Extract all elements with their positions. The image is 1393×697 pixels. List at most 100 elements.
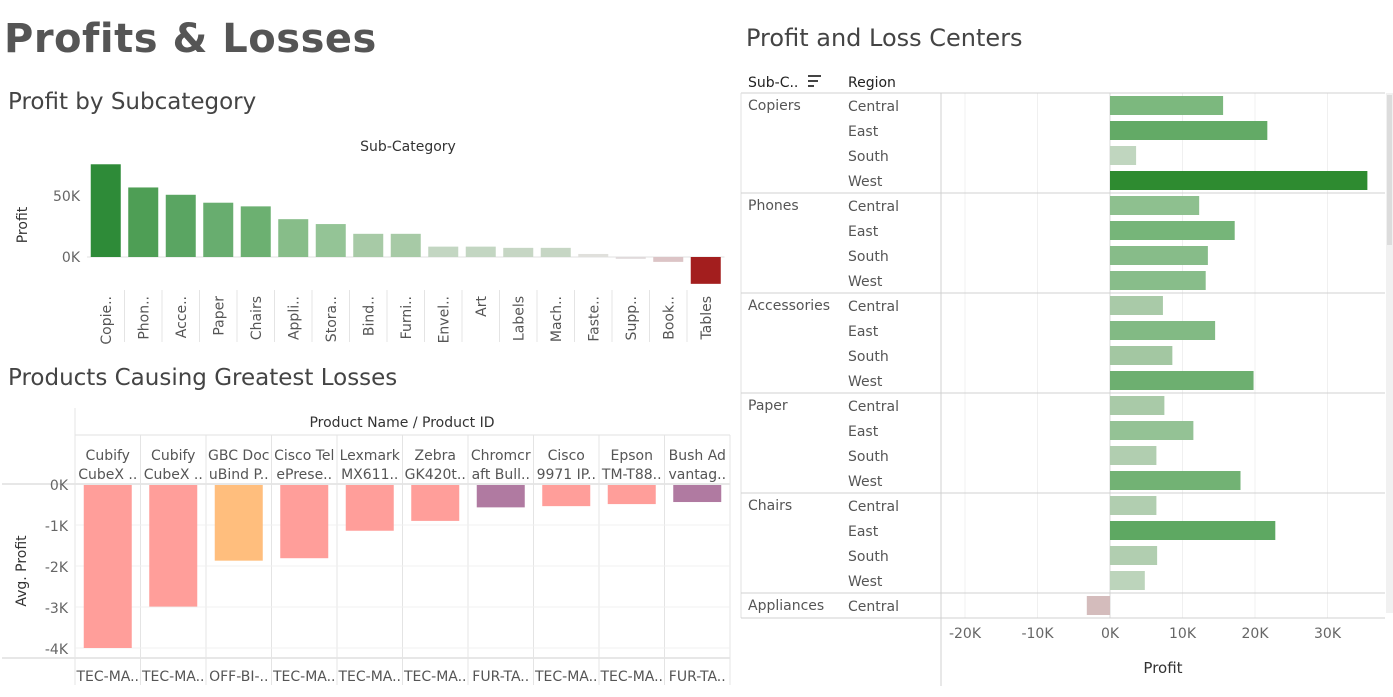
region-profit-bar (1110, 421, 1194, 440)
region-profit-bar (1110, 221, 1235, 240)
centers-x-tick: -10K (1021, 626, 1054, 642)
product-id-label: TEC-MA.. (141, 669, 205, 685)
centers-x-tick: 10K (1169, 626, 1197, 642)
subcategory-bar (128, 187, 159, 257)
subcategory-bar (653, 257, 684, 262)
product-name-label: ePrese.. (276, 467, 332, 483)
product-id-label: TEC-MA.. (534, 669, 598, 685)
region-row-label: East (848, 224, 879, 240)
region-profit-bar (1110, 171, 1368, 190)
centers-chart-title: Profit and Loss Centers (746, 24, 1023, 52)
region-row-label: South (848, 449, 889, 465)
product-name-label: Cubify (151, 448, 195, 464)
region-row-label: South (848, 349, 889, 365)
product-bar (214, 485, 263, 561)
region-row-label: East (848, 124, 879, 140)
product-name-label: Cisco Tel (274, 448, 334, 464)
region-profit-bar (1110, 271, 1206, 290)
centers-x-tick: 20K (1242, 626, 1270, 642)
region-profit-bar (1110, 246, 1208, 265)
subcategory-tick-label: Copie.. (99, 296, 115, 345)
region-profit-bar (1110, 346, 1173, 365)
subcategory-bar (240, 206, 271, 257)
subcategory-tick-label: Labels (511, 296, 527, 341)
region-row-label: South (848, 249, 889, 265)
region-row-label: West (848, 174, 883, 190)
product-name-label: Lexmark (340, 448, 401, 464)
product-bar (345, 485, 394, 531)
centers-x-tick: 0K (1101, 626, 1120, 642)
product-id-label: FUR-TA.. (472, 669, 529, 685)
products-y-tick: -3K (45, 601, 69, 617)
product-id-label: TEC-MA.. (599, 669, 663, 685)
product-id-label: FUR-TA.. (669, 669, 726, 685)
region-row-label: East (848, 424, 879, 440)
subcategory-bar (465, 246, 496, 257)
products-chart-title: Products Causing Greatest Losses (8, 365, 398, 391)
centers-x-tick: 30K (1314, 626, 1342, 642)
subcategory-tick-label: Art (474, 295, 490, 316)
region-row-label: South (848, 149, 889, 165)
region-row-label: Central (848, 99, 899, 115)
subcategory-tick-label: Furni.. (399, 296, 415, 339)
subcategory-tick-label: Chairs (249, 296, 265, 340)
region-row-label: West (848, 474, 883, 490)
product-name-label: GBC Doc (208, 448, 269, 464)
product-bar (673, 485, 722, 503)
region-row-label: Central (848, 299, 899, 315)
subcategory-bar (428, 246, 459, 257)
region-profit-bar (1110, 146, 1137, 165)
region-row-label: East (848, 524, 879, 540)
product-name-label: Epson (611, 448, 653, 464)
product-name-label: uBind P.. (209, 467, 269, 483)
subcategory-column-header: Sub-C.. (748, 75, 798, 91)
region-row-label: East (848, 324, 879, 340)
products-y-tick: 0K (50, 478, 69, 494)
product-bar (83, 485, 132, 648)
product-bar (280, 485, 329, 559)
subcategory-tick-label: Bind.. (361, 296, 377, 336)
product-name-label: Cubify (86, 448, 130, 464)
region-profit-bar (1110, 471, 1241, 490)
region-row-label: Central (848, 599, 899, 615)
subcategory-tick-label: Appli.. (286, 296, 302, 340)
product-name-label: Cisco (548, 448, 585, 464)
product-name-label: vantag.. (668, 467, 726, 483)
subcategory-chart-title: Profit by Subcategory (8, 89, 257, 115)
subcategory-tick-label: Tables (699, 296, 715, 341)
scrollbar-thumb (1387, 95, 1392, 245)
product-bar (476, 485, 525, 508)
subcategory-row-label: Copiers (748, 98, 801, 114)
subcategory-tick-label: Paper (211, 296, 227, 336)
subcategory-y-tick: 50K (53, 189, 81, 205)
product-name-label: TM-T88.. (601, 467, 662, 483)
subcategory-tick-label: Supp.. (624, 296, 640, 340)
region-row-label: West (848, 374, 883, 390)
region-profit-bar (1110, 446, 1157, 465)
product-id-label: OFF-BI-.. (209, 669, 268, 685)
region-profit-bar (1086, 596, 1110, 615)
sort-icon (808, 75, 821, 87)
subcategory-header: Sub-Category (360, 139, 456, 155)
subcategory-bar (390, 233, 421, 257)
subcategory-bar (690, 257, 721, 284)
subcategory-row-label: Phones (748, 198, 799, 214)
product-id-label: TEC-MA.. (403, 669, 467, 685)
region-profit-bar (1110, 571, 1145, 590)
product-name-label: Zebra (415, 448, 456, 464)
subcategory-bar (315, 224, 346, 257)
product-name-label: aft Bull.. (472, 467, 530, 483)
centers-x-axis-label: Profit (1143, 659, 1182, 677)
subcategory-tick-label: Envel.. (436, 296, 452, 343)
subcategory-y-tick: 0K (62, 250, 81, 266)
region-profit-bar (1110, 521, 1276, 540)
products-y-tick: -1K (45, 519, 69, 535)
centers-x-tick: -20K (949, 626, 982, 642)
product-name-label: GK420t.. (405, 467, 466, 483)
region-profit-bar (1110, 496, 1157, 515)
region-profit-bar (1110, 546, 1158, 565)
subcategory-row-label: Accessories (748, 298, 830, 314)
products-header: Product Name / Product ID (309, 415, 494, 431)
